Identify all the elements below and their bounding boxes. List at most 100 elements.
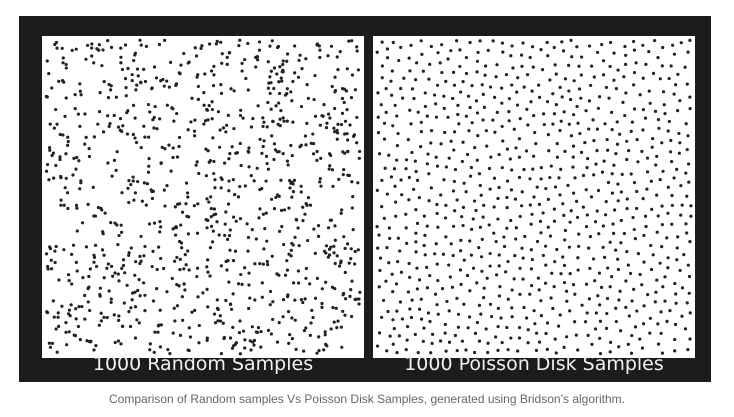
poisson-sample-point (525, 73, 530, 77)
poisson-sample-point (497, 253, 501, 257)
random-sample-point (163, 204, 167, 208)
random-sample-point (244, 76, 248, 81)
poisson-sample-point (572, 113, 576, 117)
poisson-sample-point (429, 351, 433, 355)
poisson-disk-samples-plot (375, 38, 693, 356)
poisson-sample-point (376, 91, 380, 95)
poisson-sample-point (655, 230, 659, 234)
random-sample-point (213, 186, 217, 190)
poisson-sample-point (537, 95, 542, 100)
poisson-sample-point (632, 107, 637, 111)
random-sample-point (53, 260, 57, 265)
poisson-sample-point (571, 155, 575, 159)
poisson-sample-point (641, 128, 645, 132)
random-sample-point (355, 49, 359, 53)
random-sample-point (290, 153, 294, 158)
random-sample-point (118, 117, 123, 121)
random-sample-point (56, 315, 60, 319)
random-sample-point (248, 339, 252, 343)
random-sample-point (127, 179, 131, 183)
poisson-sample-point (552, 45, 556, 50)
random-sample-point (306, 196, 311, 200)
poisson-sample-point (396, 131, 400, 136)
random-sample-point (173, 259, 177, 263)
random-sample-point (265, 259, 269, 264)
random-sample-point (323, 333, 327, 337)
poisson-sample-point (395, 158, 399, 162)
poisson-sample-point (500, 41, 505, 45)
random-sample-point (115, 150, 119, 154)
random-sample-point (70, 48, 74, 52)
poisson-sample-point (376, 246, 380, 250)
poisson-sample-point (400, 317, 405, 321)
poisson-sample-point (399, 86, 403, 91)
random-sample-point (59, 203, 63, 207)
random-sample-point (84, 245, 89, 249)
random-sample-point (121, 258, 126, 262)
poisson-sample-point (436, 225, 440, 229)
random-sample-point (71, 243, 76, 247)
random-sample-point (288, 333, 292, 337)
poisson-sample-point (436, 312, 440, 316)
random-sample-point (173, 319, 177, 323)
random-sample-point (325, 121, 329, 125)
poisson-sample-point (545, 347, 549, 351)
random-sample-point (258, 207, 262, 211)
random-sample-point (247, 306, 251, 311)
poisson-sample-point (572, 191, 576, 195)
poisson-sample-point (507, 119, 511, 123)
random-sample-point (133, 273, 137, 277)
random-sample-point (116, 242, 120, 247)
poisson-sample-point (433, 93, 437, 97)
poisson-sample-point (379, 103, 383, 107)
random-sample-point (117, 314, 121, 318)
poisson-sample-point (506, 179, 510, 183)
poisson-sample-point (598, 336, 602, 340)
random-sample-point (209, 215, 213, 219)
random-sample-point (210, 100, 214, 104)
poisson-sample-point (380, 178, 384, 182)
poisson-sample-point (598, 95, 602, 99)
poisson-sample-point (414, 208, 418, 212)
random-sample-point (281, 116, 285, 120)
poisson-sample-point (635, 138, 639, 142)
random-sample-point (291, 120, 295, 124)
random-sample-point (92, 135, 96, 139)
poisson-sample-point (435, 202, 439, 207)
random-sample-point (184, 263, 188, 267)
poisson-sample-point (587, 297, 591, 301)
random-sample-point (57, 278, 61, 282)
poisson-sample-point (660, 64, 664, 68)
random-sample-point (131, 175, 135, 179)
poisson-sample-point (435, 211, 439, 216)
random-sample-point (264, 179, 268, 183)
poisson-sample-point (579, 150, 584, 154)
random-sample-point (102, 315, 106, 319)
random-sample-point (143, 309, 147, 313)
random-sample-point (163, 147, 167, 151)
random-sample-point (260, 151, 264, 155)
poisson-sample-point (602, 255, 607, 259)
poisson-sample-point (509, 336, 513, 340)
poisson-sample-point (475, 281, 479, 285)
poisson-sample-point (510, 306, 514, 310)
random-sample-point (258, 262, 262, 266)
random-sample-point (50, 267, 54, 271)
random-sample-point (195, 266, 200, 270)
poisson-sample-point (611, 222, 615, 226)
poisson-sample-point (592, 173, 596, 177)
random-sample-point (58, 132, 62, 137)
poisson-sample-point (575, 215, 580, 220)
random-sample-point (109, 264, 114, 268)
poisson-sample-point (545, 40, 549, 45)
poisson-sample-point (448, 275, 452, 279)
poisson-sample-point (675, 167, 679, 171)
poisson-sample-point (674, 301, 678, 305)
poisson-sample-point (429, 141, 433, 145)
poisson-sample-point (476, 134, 480, 138)
random-sample-point (243, 266, 247, 270)
poisson-sample-point (439, 193, 443, 197)
random-sample-point (111, 274, 115, 278)
poisson-sample-point (405, 241, 409, 245)
poisson-sample-point (604, 213, 608, 217)
